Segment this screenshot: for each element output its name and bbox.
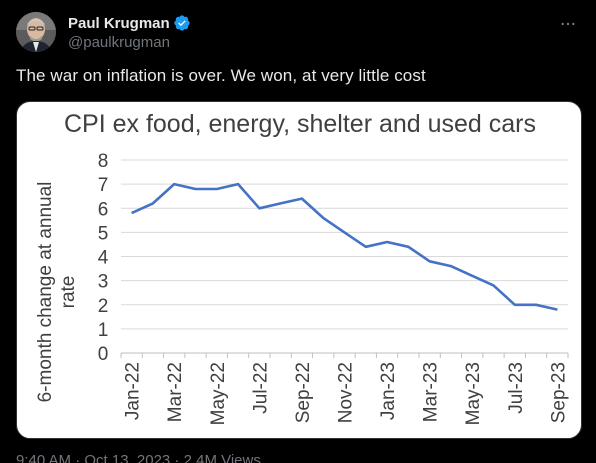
chart-x-ticks: Jan-22 Mar-22 May-22 Jul-22 Sep-22 Nov-22 Jan-… <box>123 362 570 425</box>
tweet-timestamp[interactable]: 9:40 AM · Oct 13, 2023 · 2.4M Views <box>16 452 261 463</box>
y-tick-label: 1 <box>98 320 109 341</box>
x-tick-label: Jul-22 <box>250 362 271 414</box>
x-tick-label: Jul-23 <box>506 362 527 414</box>
x-tick-label: Mar-22 <box>165 362 186 422</box>
x-tick-label: Nov-22 <box>336 362 357 423</box>
author-name-row[interactable]: Paul Krugman <box>68 13 191 33</box>
chart-y-axis-label-line2: rate <box>58 276 79 309</box>
series-line <box>131 182 558 311</box>
y-tick-label: 6 <box>98 199 109 220</box>
tweet-media-chart[interactable]: CPI ex food, energy, shelter and used ca… <box>16 101 582 439</box>
chart-title: CPI ex food, energy, shelter and used ca… <box>64 110 536 138</box>
y-tick-label: 7 <box>98 175 109 196</box>
y-tick-label: 0 <box>98 344 109 365</box>
x-tick-label: Jan-23 <box>378 362 399 420</box>
more-options-button[interactable] <box>558 14 578 34</box>
chart-gridlines <box>121 159 568 330</box>
verified-badge-icon <box>174 15 190 31</box>
x-tick-label: May-23 <box>463 362 484 425</box>
y-tick-label: 3 <box>98 272 109 293</box>
more-horizontal-icon <box>561 22 575 26</box>
avatar[interactable] <box>16 12 56 52</box>
chart-y-axis-label-line1: 6-month change at annual <box>35 182 56 403</box>
chart-y-ticks: 0 1 2 3 4 5 6 7 8 <box>98 151 109 365</box>
x-tick-label: Jan-22 <box>123 362 144 420</box>
x-tick-label: Sep-22 <box>293 362 314 423</box>
y-tick-label: 5 <box>98 223 109 244</box>
chart-x-axis <box>120 352 569 358</box>
author-display-name[interactable]: Paul Krugman <box>68 14 170 32</box>
y-tick-label: 4 <box>98 248 109 269</box>
y-tick-label: 2 <box>98 296 109 317</box>
line-chart: CPI ex food, energy, shelter and used ca… <box>35 110 570 425</box>
x-tick-label: May-22 <box>208 362 229 425</box>
x-tick-label: Sep-23 <box>548 362 569 423</box>
y-tick-label: 8 <box>98 151 109 172</box>
chart-series <box>131 182 558 311</box>
tweet-text: The war on inflation is over. We won, at… <box>16 66 426 85</box>
author-handle[interactable]: @paulkrugman <box>68 34 170 51</box>
tweet-header: Paul Krugman @paulkrugman <box>16 10 580 54</box>
avatar-portrait-icon <box>16 12 56 52</box>
x-tick-label: Mar-23 <box>421 362 442 422</box>
